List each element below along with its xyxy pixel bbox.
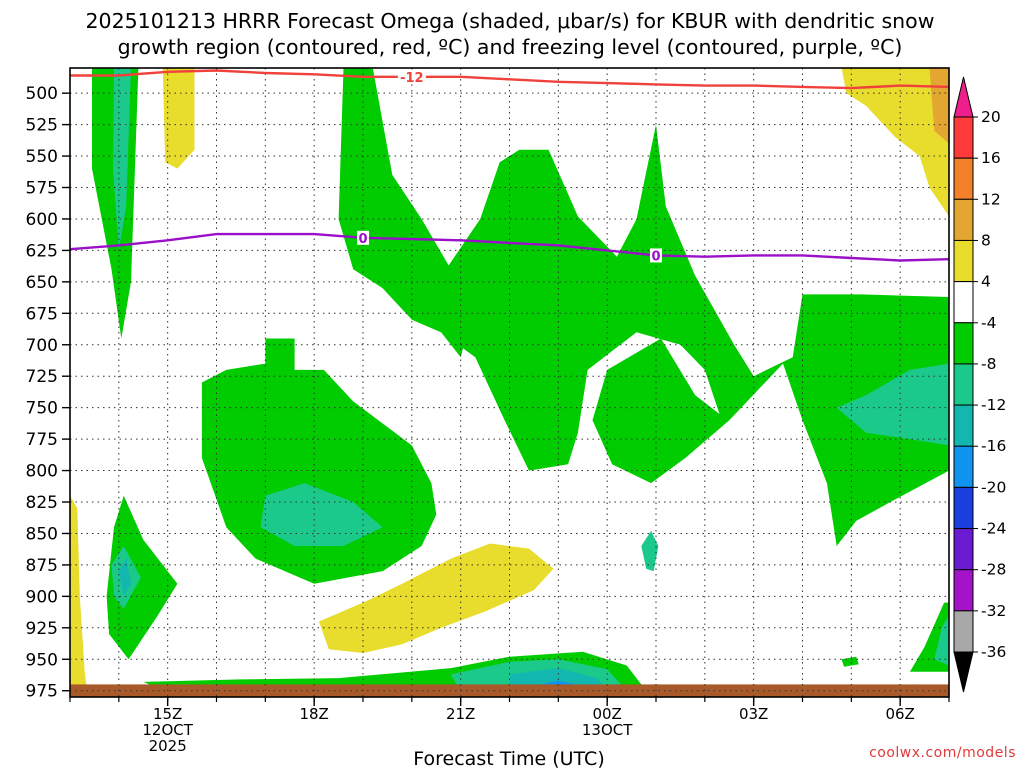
y-tick-label-850: 850 (26, 524, 58, 544)
y-tick-label-725: 725 (26, 367, 58, 387)
y-tick-label-600: 600 (26, 210, 58, 230)
colorbar-label-3: 12 (981, 190, 1001, 208)
y-tick-label-950: 950 (26, 650, 58, 670)
omega-region-5 (201, 338, 437, 584)
colorbar-over-triangle (953, 76, 974, 118)
credit-text: coolwx.com/models (869, 745, 1016, 761)
colorbar-segment-1 (953, 116, 974, 159)
colorbar-segment-8 (953, 404, 974, 447)
x-tick-label-2-1: 18Z (299, 705, 328, 723)
colorbar-segment-3 (953, 198, 974, 241)
colorbar: 20 16 12 8 4 -4 -8 -12 -16 -20 -24 -28 -32 -36 (953, 76, 1006, 693)
colorbar-segment-9 (953, 445, 974, 488)
colorbar-segment-6 (953, 322, 974, 365)
contour-label-bg-1-1 (397, 69, 426, 84)
omega-region-23 (70, 495, 88, 691)
y-tick-label-625: 625 (26, 241, 58, 261)
y-tick-label-975: 975 (26, 682, 58, 702)
y-axis: 500 525 550 575 600 625 650 675 700 725 750 775 800 8… (26, 84, 70, 702)
colorbar-segment-7 (953, 363, 974, 406)
colorbar-label-10: -20 (981, 478, 1006, 496)
contour-label-bg-2-1 (357, 230, 369, 245)
omega-region-4 (411, 124, 949, 546)
y-tick-label-900: 900 (26, 587, 58, 607)
y-tick-label-525: 525 (26, 116, 58, 136)
x-tick-label-5-1: 03Z (739, 705, 768, 723)
contour-label-2-2: 0 (651, 249, 660, 264)
y-tick-label-550: 550 (26, 147, 58, 167)
x-tick-label-4-2: 13OCT (582, 721, 633, 739)
colorbar-segment-10 (953, 486, 974, 530)
omega-region-6 (260, 483, 383, 546)
colorbar-under-triangle (953, 651, 974, 693)
x-tick-label-1-2: 12OCT (142, 721, 193, 739)
x-tick-label-1-1: 15Z (153, 705, 182, 723)
omega-region-22 (319, 543, 554, 653)
omega-shading (70, 68, 949, 692)
colorbar-label-4: 8 (981, 231, 991, 249)
y-tick-label-700: 700 (26, 336, 58, 356)
x-axis-label: Forecast Time (UTC) (413, 748, 604, 768)
colorbar-label-12: -28 (981, 561, 1006, 579)
x-tick-label-4-1: 00Z (592, 705, 621, 723)
grid-lines (70, 68, 949, 697)
y-tick-label-675: 675 (26, 304, 58, 324)
contour-line-2 (69, 232, 950, 262)
y-tick-label-500: 500 (26, 84, 58, 104)
colorbar-label-1: 20 (981, 108, 1001, 126)
contour-label-1-1: -12 (400, 71, 424, 86)
colorbar-label-2: 16 (981, 149, 1001, 167)
omega-region-20 (841, 68, 949, 217)
omega-region-7 (106, 495, 178, 660)
colorbar-segment-5 (953, 281, 974, 324)
colorbar-segment-2 (953, 157, 974, 200)
colorbar-label-11: -24 (981, 520, 1006, 538)
contour-lines: -12 0 0 (69, 69, 950, 264)
omega-region-14 (836, 363, 949, 446)
colorbar-label-14: -36 (981, 643, 1006, 661)
x-tick-label-1-3: 2025 (149, 737, 187, 755)
omega-region-17 (641, 530, 659, 572)
contour-label-bg-2-2 (650, 248, 662, 263)
omega-region-9 (118, 558, 131, 597)
y-tick-label-875: 875 (26, 556, 58, 576)
contour-line-1 (70, 69, 950, 90)
y-tick-label-925: 925 (26, 619, 58, 639)
colorbar-segment-13 (953, 610, 974, 653)
chart-title-line2: growth region (contoured, red, ºC) and f… (118, 35, 903, 59)
y-tick-label-650: 650 (26, 273, 58, 293)
plot-area: -12 0 0 (69, 67, 950, 698)
y-tick-label-825: 825 (26, 493, 58, 513)
chart-title-line1: 2025101213 HRRR Forecast Omega (shaded, … (86, 9, 935, 33)
x-tick-label-6-1: 06Z (885, 705, 914, 723)
colorbar-segment-11 (953, 528, 974, 571)
colorbar-segment-4 (953, 239, 974, 283)
colorbar-label-13: -32 (981, 602, 1006, 620)
y-tick-label-575: 575 (26, 179, 58, 199)
y-tick-label-750: 750 (26, 399, 58, 419)
colorbar-label-6: -4 (981, 314, 996, 332)
contour-label-2-1: 0 (358, 232, 367, 247)
colorbar-label-8: -12 (981, 396, 1006, 414)
colorbar-label-9: -16 (981, 437, 1006, 455)
x-tick-label-3-1: 21Z (446, 705, 475, 723)
y-tick-label-800: 800 (26, 462, 58, 482)
colorbar-segment-12 (953, 569, 974, 612)
colorbar-label-7: -8 (981, 355, 996, 373)
omega-region-2 (113, 68, 131, 251)
colorbar-label-5: 4 (981, 273, 991, 291)
y-tick-label-775: 775 (26, 430, 58, 450)
